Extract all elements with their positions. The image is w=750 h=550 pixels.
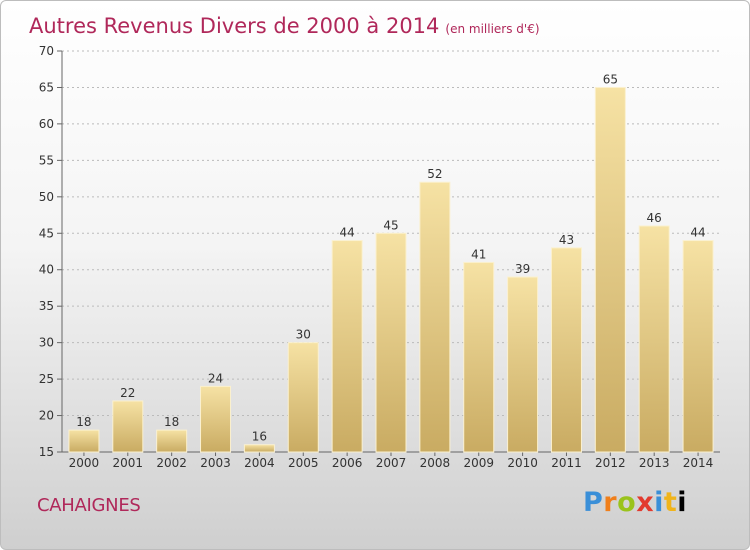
data-label: 52 (427, 167, 442, 181)
x-tick-label: 2008 (420, 456, 451, 470)
data-label: 44 (690, 226, 705, 240)
bar[interactable] (375, 232, 407, 453)
bar[interactable] (112, 400, 144, 453)
bar[interactable] (200, 385, 232, 453)
data-label: 46 (647, 211, 662, 225)
x-tick-label: 2012 (595, 456, 626, 470)
data-label: 30 (296, 328, 311, 342)
data-label: 24 (208, 371, 223, 385)
x-tick-label: 2002 (156, 456, 187, 470)
x-tick-label: 2009 (463, 456, 494, 470)
labels: 15 20 25 30 35 40 45 50 55 60 65 70 18 2000 22 2001 18 20… (39, 44, 714, 470)
bar[interactable] (419, 181, 451, 453)
y-tick-label: 15 (39, 445, 54, 459)
chart-title: Autres Revenus Divers de 2000 à 2014 (en … (29, 7, 540, 44)
y-tick-label: 70 (39, 44, 54, 58)
y-tick-label: 30 (39, 336, 54, 350)
proxiti-logo[interactable]: Proxiti (583, 487, 687, 518)
bar[interactable] (287, 342, 319, 453)
bar[interactable] (463, 261, 495, 453)
x-tick-label: 2005 (288, 456, 319, 470)
data-label: 43 (559, 233, 574, 247)
bar[interactable] (68, 429, 100, 453)
data-label: 22 (120, 386, 135, 400)
title-main: Autres Revenus Divers de 2000 à 2014 (29, 14, 440, 38)
y-tick-label: 25 (39, 372, 54, 386)
logo-letter: i (677, 487, 688, 518)
bar[interactable] (594, 86, 626, 453)
commune-name: CAHAIGNES (37, 495, 141, 516)
bars (68, 86, 714, 453)
y-tick-label: 60 (39, 117, 54, 131)
logo-letter: t (663, 487, 678, 518)
x-tick-label: 2014 (683, 456, 714, 470)
x-tick-label: 2004 (244, 456, 275, 470)
x-tick-label: 2010 (507, 456, 538, 470)
data-label: 65 (603, 72, 618, 86)
x-tick-label: 2007 (376, 456, 407, 470)
data-label: 39 (515, 262, 530, 276)
data-label: 45 (383, 218, 398, 232)
bar[interactable] (638, 225, 670, 453)
y-tick-label: 65 (39, 80, 54, 94)
logo-letter: i (654, 487, 664, 518)
logo-letter: r (603, 487, 618, 518)
data-label: 18 (164, 415, 179, 429)
data-label: 41 (471, 247, 486, 261)
x-tick-label: 2000 (69, 456, 100, 470)
x-tick-label: 2013 (639, 456, 670, 470)
title-unit: (en milliers d'€) (445, 22, 540, 36)
y-tick-label: 55 (39, 153, 54, 167)
logo-letter: o (617, 487, 637, 518)
x-tick-label: 2001 (113, 456, 144, 470)
bar[interactable] (507, 276, 539, 453)
y-tick-label: 20 (39, 409, 54, 423)
data-label: 16 (252, 430, 267, 444)
y-tick-label: 50 (39, 190, 54, 204)
data-label: 18 (76, 415, 91, 429)
bar[interactable] (682, 240, 714, 453)
y-tick-label: 45 (39, 226, 54, 240)
bar[interactable] (331, 240, 363, 453)
bar[interactable] (243, 444, 275, 453)
x-tick-label: 2011 (551, 456, 582, 470)
logo-letter: x (636, 487, 655, 518)
bar[interactable] (156, 429, 188, 453)
y-tick-label: 40 (39, 263, 54, 277)
data-label: 44 (339, 226, 354, 240)
y-tick-label: 35 (39, 299, 54, 313)
x-tick-label: 2003 (200, 456, 231, 470)
x-tick-label: 2006 (332, 456, 363, 470)
logo-letter: P (583, 487, 604, 518)
bar[interactable] (550, 247, 582, 453)
